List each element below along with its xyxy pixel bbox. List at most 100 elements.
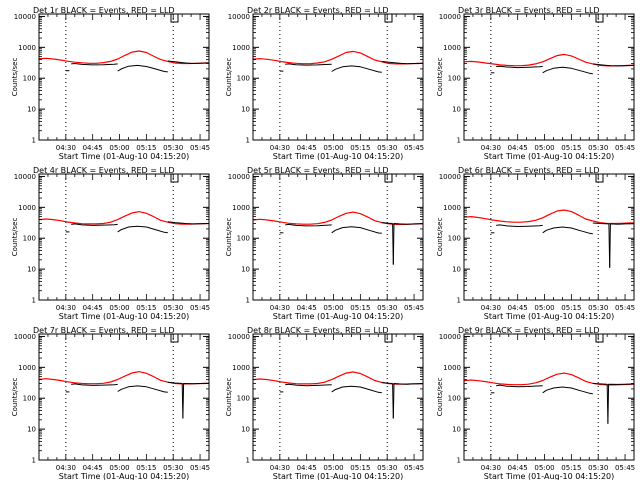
events-series-line-1 <box>285 383 332 387</box>
x-tick-label: 04:45 <box>83 464 103 472</box>
y-tick-label: 10 <box>452 266 461 274</box>
x-tick-label: 05:45 <box>190 464 210 472</box>
plot-frame <box>463 333 635 461</box>
y-tick-label: 10 <box>27 266 36 274</box>
lld-series-line-0 <box>253 211 423 225</box>
events-series-line-1 <box>496 65 543 69</box>
events-series-line-3 <box>381 60 423 65</box>
y-tick-label: 100 <box>448 395 461 403</box>
events-series-line-5 <box>392 223 423 265</box>
x-axis-label: Start Time (01-Aug-10 04:15:20) <box>484 472 615 480</box>
chart-panel-6r: Det 6r BLACK = Events, RED = LLD 1 10 100 10… <box>436 166 635 321</box>
events-series-line-5 <box>182 382 209 419</box>
y-tick-label: 1 <box>457 457 461 465</box>
chart-title: Det 2r BLACK = Events, RED = LLD <box>247 6 389 15</box>
plot-frame <box>38 13 210 141</box>
y-tick-label: 1000 <box>232 364 250 372</box>
y-axis-label: Counts/sec <box>225 378 233 417</box>
chart-panel-3r: Det 3r BLACK = Events, RED = LLD 1 10 100 10… <box>436 6 635 161</box>
x-tick-label: 05:15 <box>136 144 156 152</box>
y-tick-label: 1000 <box>232 44 250 52</box>
events-series-line-2 <box>331 65 382 73</box>
y-tick-label: 10 <box>452 426 461 434</box>
x-tick-label: 05:45 <box>190 304 210 312</box>
events-series-line-3 <box>381 382 393 384</box>
x-tick-label: 05:30 <box>588 144 608 152</box>
x-tick-label: 05:00 <box>109 304 129 312</box>
x-tick-label: 04:30 <box>56 144 76 152</box>
y-tick-label: 10 <box>452 106 461 114</box>
x-tick-label: 04:30 <box>270 464 290 472</box>
y-tick-label: 100 <box>23 235 36 243</box>
plot-frame <box>252 333 424 461</box>
x-tick-label: 04:45 <box>508 304 528 312</box>
bracket-marker <box>170 14 179 23</box>
y-tick-label: 1 <box>246 297 250 305</box>
bracket-marker <box>170 334 179 343</box>
y-tick-label: 10000 <box>228 13 250 21</box>
plot-data <box>39 211 209 234</box>
x-tick-label: 04:30 <box>270 304 290 312</box>
chart-title: Det 5r BLACK = Events, RED = LLD <box>247 166 389 175</box>
chart-title: Det 4r BLACK = Events, RED = LLD <box>33 166 175 175</box>
x-tick-label: 05:45 <box>404 144 424 152</box>
x-axis-label: Start Time (01-Aug-10 04:15:20) <box>273 152 404 161</box>
lld-series-line-0 <box>253 50 423 65</box>
x-tick-label: 05:45 <box>190 144 210 152</box>
x-tick-label: 04:45 <box>297 304 317 312</box>
y-tick-label: 10 <box>241 106 250 114</box>
lld-series-line-0 <box>253 371 423 385</box>
events-series-line-2 <box>542 386 593 395</box>
x-tick-label: 05:15 <box>136 304 156 312</box>
events-series-line-2 <box>331 226 382 234</box>
y-tick-label: 100 <box>237 395 250 403</box>
x-tick-label: 05:15 <box>136 464 156 472</box>
y-tick-label: 100 <box>23 395 36 403</box>
x-tick-label: 04:45 <box>508 464 528 472</box>
events-series-line-5 <box>607 383 634 424</box>
y-axis-label: Counts/sec <box>225 218 233 257</box>
plot-data <box>39 50 209 73</box>
plot-frame <box>252 13 424 141</box>
chart-title: Det 8r BLACK = Events, RED = LLD <box>247 326 389 335</box>
events-series-line-1 <box>496 224 543 227</box>
y-axis-label: Counts/sec <box>11 58 19 97</box>
plot-frame <box>38 173 210 301</box>
y-tick-label: 10000 <box>14 13 36 21</box>
y-tick-label: 1000 <box>443 204 461 212</box>
events-series-line-5 <box>609 223 634 268</box>
x-tick-label: 04:45 <box>83 304 103 312</box>
y-tick-label: 1000 <box>232 204 250 212</box>
events-series-line-3 <box>592 63 634 67</box>
y-axis-label: Counts/sec <box>11 218 19 257</box>
y-tick-label: 10000 <box>439 173 461 181</box>
y-tick-label: 100 <box>237 235 250 243</box>
y-tick-label: 1 <box>32 297 36 305</box>
events-series-line-1 <box>71 223 118 226</box>
bracket-marker <box>595 334 604 343</box>
x-tick-label: 04:30 <box>270 144 290 152</box>
bracket-marker <box>170 174 179 183</box>
x-axis-label: Start Time (01-Aug-10 04:15:20) <box>59 152 190 161</box>
events-series-line-2 <box>331 385 382 394</box>
x-tick-label: 05:30 <box>163 464 183 472</box>
chart-title: Det 6r BLACK = Events, RED = LLD <box>458 166 600 175</box>
plot-frame <box>463 13 635 141</box>
x-tick-label: 05:00 <box>323 464 343 472</box>
events-series-line-2 <box>117 385 168 393</box>
plot-data <box>464 209 634 268</box>
x-axis-label: Start Time (01-Aug-10 04:15:20) <box>484 152 615 161</box>
y-tick-label: 1000 <box>18 364 36 372</box>
events-series-line-3 <box>592 383 608 385</box>
plot-data <box>253 371 423 419</box>
plot-data <box>253 50 423 73</box>
y-axis-label: Counts/sec <box>436 378 444 417</box>
lld-series-line-0 <box>464 209 634 225</box>
x-tick-label: 05:00 <box>534 464 554 472</box>
chart-title: Det 7r BLACK = Events, RED = LLD <box>33 326 175 335</box>
chart-panel-1r: Det 1r BLACK = Events, RED = LLD 1 10 100 10… <box>11 6 210 161</box>
events-series-line-3 <box>167 381 183 384</box>
chart-panel-2r: Det 2r BLACK = Events, RED = LLD 1 10 100 10… <box>225 6 424 161</box>
events-series-line-1 <box>285 223 332 227</box>
